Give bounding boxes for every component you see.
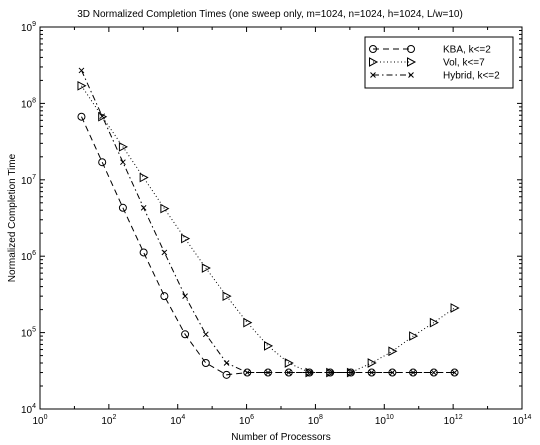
data-point	[285, 369, 292, 376]
data-point	[243, 317, 253, 328]
data-point	[367, 358, 377, 368]
x-tick-label: 104	[170, 414, 185, 427]
data-point	[429, 317, 439, 328]
data-point	[348, 369, 354, 376]
legend-marker	[369, 57, 379, 67]
legend-marker	[407, 57, 417, 67]
x-tick-label: 1014	[513, 414, 532, 427]
data-point	[327, 369, 334, 376]
legend-label: Hybrid, k<=2	[443, 71, 500, 82]
data-point	[410, 369, 416, 376]
data-point	[222, 291, 232, 301]
legend-marker	[408, 72, 414, 78]
y-tick-label: 105	[21, 327, 36, 340]
y-tick-label: 109	[21, 21, 36, 34]
data-point	[120, 159, 126, 166]
x-tick-label: 1012	[444, 414, 463, 427]
data-point	[223, 360, 230, 366]
legend-marker	[407, 45, 415, 53]
data-point	[430, 369, 437, 376]
y-axis-label: Normalized Completion Time	[7, 153, 18, 282]
data-point	[99, 113, 106, 120]
data-point	[265, 369, 271, 376]
x-tick-label: 100	[32, 414, 47, 427]
data-point	[98, 111, 108, 122]
series-layer	[77, 67, 460, 379]
data-point	[161, 249, 168, 256]
data-point	[264, 341, 274, 351]
x-tick-label: 108	[308, 414, 323, 427]
legend-label: Vol, k<=7	[443, 58, 485, 69]
data-point	[284, 358, 294, 368]
data-point	[140, 204, 147, 211]
data-point	[244, 369, 251, 376]
data-point	[77, 80, 87, 91]
x-tick-label: 1010	[375, 414, 394, 427]
data-point	[368, 369, 375, 376]
data-point	[181, 233, 191, 244]
data-point	[450, 303, 460, 313]
data-point	[98, 158, 107, 167]
data-point	[222, 370, 231, 379]
data-point	[118, 142, 128, 152]
data-point	[451, 369, 458, 376]
chart-title: 3D Normalized Completion Times (one swee…	[77, 9, 463, 20]
data-point	[409, 368, 418, 377]
legend-label: KBA, k<=2	[443, 45, 491, 56]
x-tick-label: 102	[101, 414, 116, 427]
data-point	[201, 359, 210, 368]
data-point	[139, 248, 148, 257]
y-tick-label: 106	[21, 250, 36, 263]
legend: KBA, k<=2 Vol, k<=7 Hybrid, k<=2	[364, 36, 514, 89]
data-point	[160, 292, 169, 301]
y-tick-label: 104	[21, 403, 36, 416]
data-point	[389, 369, 396, 376]
y-tick-label: 108	[21, 97, 36, 110]
data-point	[201, 263, 211, 273]
data-point	[326, 367, 336, 378]
legend-box	[364, 36, 514, 89]
data-point	[139, 172, 149, 183]
series-3	[78, 67, 458, 376]
data-point	[160, 203, 170, 214]
data-point	[118, 203, 127, 212]
data-point	[182, 293, 188, 300]
axis-ticks: 100 102 104 106 108 1010 1012 1014 104 105 106 107 1…	[21, 21, 532, 427]
data-point	[202, 331, 209, 338]
x-axis-label: Number of Processors	[231, 432, 330, 443]
data-point	[306, 369, 313, 376]
data-point	[78, 67, 85, 74]
x-tick-label: 106	[239, 414, 254, 427]
legend-marker	[370, 72, 376, 78]
legend-marker	[369, 45, 377, 53]
data-point	[409, 331, 419, 341]
data-point	[77, 112, 86, 121]
data-point	[181, 330, 190, 339]
series-2	[77, 80, 460, 378]
y-tick-label: 107	[21, 174, 36, 187]
data-point	[388, 346, 398, 357]
